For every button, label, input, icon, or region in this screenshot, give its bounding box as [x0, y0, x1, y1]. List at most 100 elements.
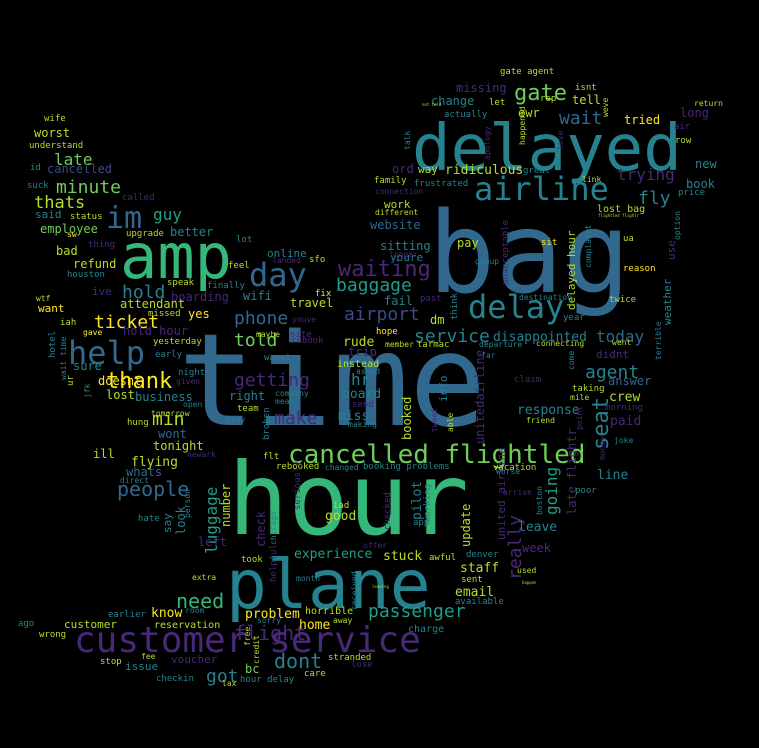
- word-extra: extra: [192, 573, 216, 582]
- word-understand: understand: [29, 141, 83, 151]
- word-disappointed: disappointed: [493, 330, 587, 345]
- word-really: really: [505, 515, 526, 580]
- word-wtf: wtf: [36, 294, 51, 303]
- word-ur: ur: [66, 375, 76, 386]
- word-boston: boston: [535, 486, 544, 515]
- word-twice: twice: [609, 295, 636, 305]
- word-waiting: waiting: [338, 257, 431, 282]
- word-unitedairline: unitedairline: [473, 350, 487, 444]
- word-wasnt: wasnt: [264, 353, 291, 363]
- word-let: let: [489, 98, 505, 108]
- word-earlier: earlier: [108, 610, 147, 620]
- word-book: book: [686, 177, 716, 191]
- word-issue: issue: [125, 660, 158, 673]
- word-delay: delay: [468, 288, 564, 326]
- word-answer: answer: [608, 374, 651, 388]
- word-voucher: voucher: [171, 653, 218, 666]
- word-whats: whats: [126, 465, 162, 479]
- word-min: min: [152, 409, 185, 430]
- word-sitting: sitting: [380, 239, 431, 253]
- word-link: link: [582, 175, 601, 184]
- word-email: email: [455, 585, 494, 600]
- word-long: long: [680, 106, 709, 120]
- word-said: said: [35, 208, 62, 221]
- word-actually: actually: [444, 110, 488, 120]
- word-guy: guy: [153, 205, 182, 224]
- word-day: day: [249, 256, 307, 294]
- word-status: status: [70, 212, 103, 222]
- word-joke: joke: [614, 436, 633, 445]
- word-stuck: stuck: [383, 549, 422, 564]
- word-iad: iad: [333, 501, 349, 511]
- word-united-airline: united airline: [495, 447, 508, 540]
- word-flt: flt: [263, 452, 279, 462]
- word-flightled-flightr: flightled flightr: [598, 213, 640, 218]
- word-passenger: passenger: [368, 601, 466, 622]
- word-booking-problems: booking problems: [363, 462, 450, 472]
- word-phone: phone: [234, 308, 288, 329]
- word-love: love: [556, 131, 565, 150]
- word-poor: poor: [575, 486, 597, 496]
- word-thing: thing: [88, 240, 115, 250]
- word-rebooked: rebooked: [276, 462, 319, 472]
- word-missed: missed: [148, 309, 181, 319]
- word-worse: worse: [496, 467, 520, 476]
- word-weve: weve: [601, 98, 610, 117]
- word-arrive: arrive: [503, 488, 532, 497]
- word-home: home: [299, 618, 330, 633]
- word-awful: awful: [429, 553, 456, 563]
- word-team: team: [237, 404, 259, 414]
- word-morning: morning: [605, 403, 643, 413]
- word-sit: sit: [541, 238, 557, 248]
- word-option: option: [673, 211, 682, 240]
- word-paid: paid: [610, 414, 641, 429]
- word-youve: youve: [292, 315, 316, 324]
- word-credit: credit: [252, 635, 261, 664]
- word-missing: missing: [456, 81, 507, 95]
- word-hotel: hotel: [48, 331, 58, 358]
- word-stay: stay: [226, 415, 245, 424]
- word-gate: gate: [514, 81, 567, 106]
- word-ord: ord: [392, 162, 414, 176]
- word-took: took: [241, 555, 263, 565]
- word-taking: taking: [572, 384, 605, 394]
- word-reservation: reservation: [154, 620, 220, 631]
- word-employee: employee: [40, 222, 98, 236]
- word-seriously: seriously: [293, 461, 303, 510]
- word-cancelled: cancelled: [47, 162, 112, 176]
- word-weather: weather: [661, 278, 674, 325]
- word-website: website: [370, 218, 421, 232]
- word-refund: refund: [73, 257, 116, 271]
- word-problem: problem: [245, 607, 300, 622]
- word-lot: lot: [236, 235, 252, 245]
- word-number: number: [219, 484, 233, 527]
- word-today: today: [596, 327, 645, 346]
- word-unacceptable: unacceptable: [501, 220, 511, 285]
- word-customer: customer: [64, 618, 117, 631]
- word-not-told: not told: [422, 102, 442, 107]
- word-line: line: [597, 468, 628, 483]
- word-sfo: sfo: [309, 255, 325, 265]
- word-departure: departure: [479, 340, 523, 349]
- word-wait: wait: [559, 108, 602, 129]
- word-got: got: [206, 666, 239, 687]
- word-row: row: [675, 136, 692, 146]
- word-different: different: [375, 208, 419, 217]
- word-gate-agent: gate agent: [500, 67, 554, 77]
- word-seat: seat: [589, 397, 614, 450]
- word-didnt: didnt: [596, 348, 629, 361]
- word-working: working: [423, 484, 433, 522]
- word-amp: amp: [120, 220, 232, 293]
- word-send: send: [352, 400, 374, 410]
- word-charge: charge: [408, 624, 444, 635]
- word-fee: fee: [141, 652, 156, 661]
- word-lax: lax: [222, 679, 237, 688]
- word-free: free: [243, 627, 252, 646]
- word-online: online: [267, 247, 307, 260]
- word-worst: worst: [34, 126, 70, 140]
- word-maybe: maybe: [256, 330, 280, 339]
- word-member: member: [385, 340, 414, 349]
- word-went: went: [612, 338, 631, 347]
- word-return: return: [694, 99, 723, 108]
- word-connection: connection: [375, 187, 423, 196]
